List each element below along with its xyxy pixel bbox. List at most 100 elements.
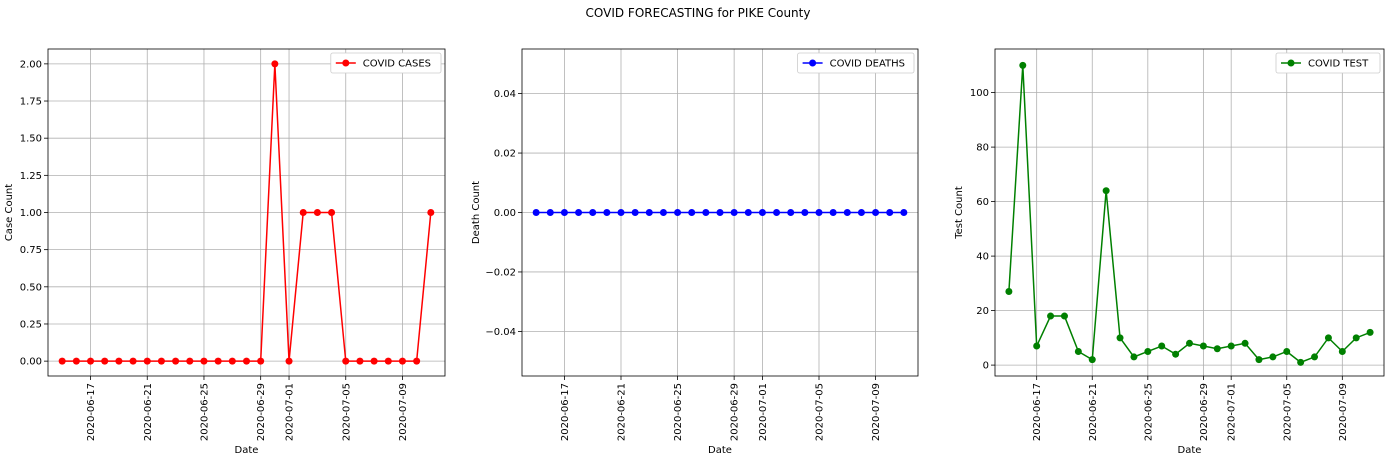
y-tick-label: 1.25 [20,171,42,182]
data-point [674,209,682,216]
data-point [1338,347,1346,355]
figure-title: COVID FORECASTING for PIKE County [586,6,811,20]
data-point [659,209,667,216]
data-point [129,357,137,365]
data-point [186,357,194,365]
y-tick-label: 60 [976,197,989,208]
data-point [1144,347,1152,355]
legend-marker [809,59,817,67]
y-tick-label: −0.04 [485,327,516,338]
data-point [1074,347,1082,355]
y-axis-label: Test Count [954,186,965,240]
legend: COVID TEST [1275,52,1381,74]
data-point [758,209,766,216]
data-point [214,357,222,365]
data-point [829,209,837,216]
data-point [384,357,392,365]
y-axis-label: Case Count [4,184,15,241]
y-tick-label: 100 [970,88,989,99]
y-tick-label: 20 [976,306,989,317]
data-point [172,357,180,365]
data-point [1186,339,1193,347]
data-point [398,357,406,365]
data-point [1352,334,1360,342]
data-point [1297,358,1305,366]
data-point [886,209,894,216]
data-point [702,209,710,216]
legend: COVID DEATHS [797,52,915,74]
x-tick-label: 2020-06-21 [143,383,154,441]
data-point [744,209,752,216]
x-tick-label: 2020-07-09 [1338,383,1349,441]
data-point [328,209,336,216]
data-point [1213,345,1221,353]
data-point [427,209,435,216]
x-axis-label: Date [235,445,259,456]
data-point [843,209,851,216]
x-tick-label: 2020-06-29 [730,383,741,441]
legend-label: COVID CASES [363,59,431,70]
y-tick-label: 0.00 [20,357,42,368]
data-point [72,357,80,365]
legend: COVID CASES [330,52,442,74]
x-tick-label: 2020-07-01 [285,383,296,441]
x-tick-label: 2020-06-17 [86,383,97,441]
data-point [872,209,880,216]
legend-box [1275,52,1381,74]
data-point [1047,312,1055,320]
data-point [228,357,236,365]
data-point [1033,342,1041,350]
data-point [589,209,597,216]
y-tick-label: 0.50 [20,282,42,293]
data-point [1130,353,1138,361]
data-point [857,209,865,216]
data-point [342,357,350,365]
legend-box [330,52,442,74]
x-tick-label: 2020-06-25 [673,383,684,441]
chart-2: −0.04 −0.02 0.00 0.02 0.04 2020-06-17 2020-06-… [471,48,919,456]
data-point [356,357,364,365]
x-tick-label: 2020-07-05 [341,383,352,441]
data-point [631,209,639,216]
y-axis-label: Death Count [471,181,482,244]
y-tick-label: 0.04 [494,89,516,100]
legend-label: COVID TEST [1308,59,1369,70]
data-point [143,357,151,365]
x-tick-label: 2020-06-25 [199,383,210,441]
data-point [1158,342,1166,350]
data-point [730,209,738,216]
data-point [101,357,109,365]
data-point [1311,353,1319,361]
data-point [370,357,378,365]
data-point [271,60,279,68]
x-tick-label: 2020-06-21 [1088,383,1099,441]
x-tick-label: 2020-06-21 [617,383,628,441]
data-point [801,209,809,216]
x-tick-label: 2020-07-05 [815,383,826,441]
data-point [1088,356,1096,364]
legend-marker [342,59,350,67]
data-point [1324,334,1332,342]
data-point [157,357,165,365]
x-tick-label: 2020-07-09 [398,383,409,441]
x-tick-label: 2020-06-17 [1032,383,1043,441]
x-tick-label: 2020-06-17 [560,383,571,441]
chart-1: 0.00 0.25 0.50 0.75 1.00 1.25 1.50 1.75 2.00 2020… [4,48,446,456]
data-point [285,357,293,365]
data-point [1060,312,1068,320]
data-point [560,209,568,216]
data-point [773,209,781,216]
y-tick-label: 0.25 [20,319,42,330]
x-tick-label: 2020-06-25 [1143,383,1154,441]
y-tick-label: 0.02 [494,149,516,160]
data-point [900,209,908,216]
data-point [532,209,540,216]
y-tick-label: 1.00 [20,208,42,219]
data-point [575,209,583,216]
data-point [1366,328,1374,336]
chart-3: 0 20 40 60 80 100 2020-06-17 2020-06-21 2020-06-… [954,48,1385,456]
data-point [1102,187,1110,195]
x-tick-label: 2020-07-09 [871,383,882,441]
data-point [299,209,307,216]
